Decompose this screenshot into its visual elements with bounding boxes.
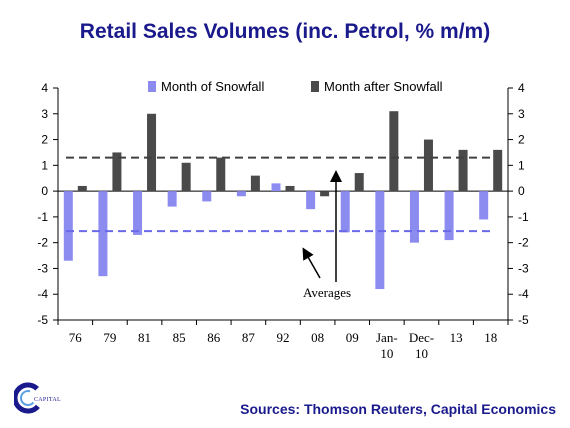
y-tick-label-right: -3 xyxy=(518,261,529,275)
average-lines xyxy=(66,156,494,233)
y-tick-label-left: 2 xyxy=(41,133,48,147)
y-tick-label-right: 3 xyxy=(518,107,525,121)
y-tick-label-right: -5 xyxy=(518,313,529,327)
x-tick-label: 76 xyxy=(69,330,83,345)
legend-swatch-month-of-snowfall xyxy=(148,81,156,92)
bar-month-after-snowfall xyxy=(423,139,433,192)
bar-month-after-snowfall xyxy=(493,149,503,192)
bar-month-after-snowfall xyxy=(77,185,87,192)
y-tick-label-right: 2 xyxy=(518,133,525,147)
legend-swatch-month-after-snowfall xyxy=(311,81,319,92)
x-tick-label: 13 xyxy=(450,330,463,345)
y-tick-label-left: 1 xyxy=(41,158,48,172)
bars xyxy=(63,111,503,290)
y-tick-label-left: -1 xyxy=(37,210,48,224)
bar-month-after-snowfall xyxy=(354,173,364,192)
bar-month-of-snowfall xyxy=(479,191,489,220)
capital-economics-logo xyxy=(14,382,44,414)
x-tick-label: Jan-10 xyxy=(376,330,398,361)
bar-month-after-snowfall xyxy=(216,157,226,192)
bar-month-of-snowfall xyxy=(63,191,73,261)
bar-month-of-snowfall xyxy=(444,191,454,241)
arrow-to-snowfall-average xyxy=(302,247,321,279)
bar-month-of-snowfall xyxy=(133,191,143,235)
bar-month-after-snowfall xyxy=(181,162,191,192)
bar-month-after-snowfall xyxy=(285,185,295,192)
y-tick-label-left: 0 xyxy=(41,184,48,198)
y-tick-label-right: 1 xyxy=(518,158,525,172)
y-tick-label-right: -4 xyxy=(518,287,529,301)
y-tick-label-right: 4 xyxy=(518,81,525,95)
bar-month-after-snowfall xyxy=(458,149,468,192)
bar-month-of-snowfall xyxy=(98,191,108,277)
bar-month-after-snowfall xyxy=(250,175,260,192)
y-tick-label-left: 4 xyxy=(41,81,48,95)
legend: Month of Snowfall Month after Snowfall xyxy=(148,79,443,94)
bar-month-of-snowfall xyxy=(167,191,177,207)
axes: 4 4 3 3 2 2 1 1 0 0 -1 -1 -2 -2 -3 -3 -4 -4 -5 -5 76 79 81 85 86… xyxy=(37,81,529,361)
annotation-averages: Averages xyxy=(303,285,351,300)
bar-month-after-snowfall xyxy=(320,191,330,197)
y-tick-label-right: 0 xyxy=(518,184,525,198)
y-tick-label-left: 3 xyxy=(41,107,48,121)
y-tick-label-left: -5 xyxy=(37,313,48,327)
legend-label-month-of-snowfall: Month of Snowfall xyxy=(161,79,264,94)
y-tick-label-right: -1 xyxy=(518,210,529,224)
x-tick-label: 18 xyxy=(484,330,497,345)
y-tick-label-left: -2 xyxy=(37,236,48,250)
y-tick-label-left: -4 xyxy=(37,287,48,301)
bar-month-after-snowfall xyxy=(389,111,399,192)
bar-month-after-snowfall xyxy=(112,152,122,192)
x-tick-label: 09 xyxy=(346,330,359,345)
x-tick-label: 85 xyxy=(173,330,186,345)
x-tick-label: 87 xyxy=(242,330,256,345)
logo-text: CAPITAL xyxy=(34,397,61,403)
bar-month-after-snowfall xyxy=(147,113,157,192)
x-tick-label: 86 xyxy=(207,330,221,345)
sources-note: Sources: Thomson Reuters, Capital Econom… xyxy=(240,401,556,417)
bar-month-of-snowfall xyxy=(306,191,316,210)
legend-label-month-after-snowfall: Month after Snowfall xyxy=(324,79,443,94)
chart-title: Retail Sales Volumes (inc. Petrol, % m/m… xyxy=(79,20,491,43)
bar-month-of-snowfall xyxy=(340,191,350,233)
bar-month-of-snowfall xyxy=(271,183,281,192)
x-tick-label: 81 xyxy=(138,330,151,345)
bar-month-of-snowfall xyxy=(409,191,419,243)
x-tick-label: Dec-10 xyxy=(409,330,434,361)
x-tick-label: 79 xyxy=(103,330,116,345)
annotations: Averages xyxy=(302,170,351,300)
y-tick-label-left: -3 xyxy=(37,261,48,275)
y-tick-label-right: -2 xyxy=(518,236,529,250)
bar-month-of-snowfall xyxy=(236,191,246,197)
x-tick-label: 92 xyxy=(277,330,290,345)
bar-month-of-snowfall xyxy=(375,191,385,290)
x-tick-label: 08 xyxy=(311,330,324,345)
bar-month-of-snowfall xyxy=(202,191,212,202)
